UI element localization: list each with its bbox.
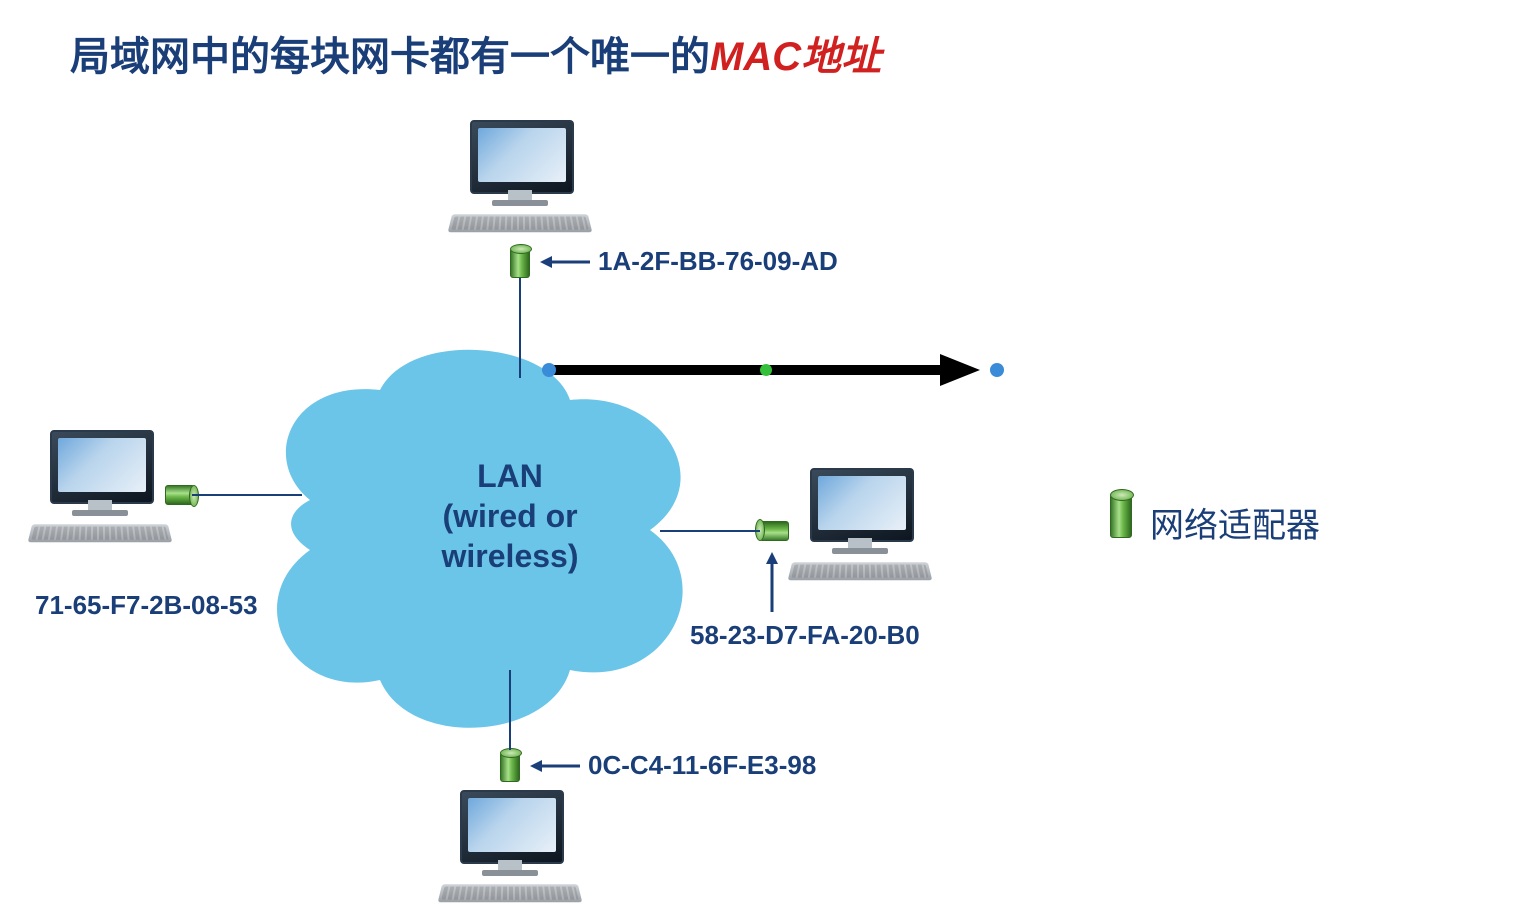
computer-left	[30, 430, 170, 550]
connector-right	[660, 530, 760, 532]
nic-bottom	[500, 752, 520, 782]
arrow-dot-end	[990, 363, 1004, 377]
pointer-top	[540, 252, 590, 272]
connector-top	[519, 278, 521, 378]
legend-nic-icon	[1110, 494, 1132, 538]
nic-left	[165, 485, 195, 505]
mac-bottom: 0C-C4-11-6F-E3-98	[588, 750, 816, 781]
arrow-dot-mid	[760, 364, 772, 376]
arrow-dot-start	[542, 363, 556, 377]
pointer-bottom	[530, 756, 580, 776]
pointer-right	[762, 552, 782, 612]
page-title: 局域网中的每块网卡都有一个唯一的MAC地址	[70, 24, 881, 82]
title-emphasis: MAC地址	[710, 35, 881, 79]
nic-right	[759, 521, 789, 541]
diagram-stage: 局域网中的每块网卡都有一个唯一的MAC地址 LAN (wired or wire…	[0, 0, 1532, 904]
lan-label-line2: (wired or	[390, 496, 630, 536]
title-prefix: 局域网中的每块网卡都有一个唯一的	[70, 35, 710, 79]
legend-label: 网络适配器	[1150, 498, 1320, 547]
lan-label-line3: wireless)	[390, 536, 630, 576]
nic-top	[510, 248, 530, 278]
mac-left: 71-65-F7-2B-08-53	[35, 590, 258, 621]
computer-bottom	[440, 790, 580, 904]
lan-label-line1: LAN	[390, 456, 630, 496]
connector-bottom	[509, 670, 511, 750]
mac-top: 1A-2F-BB-76-09-AD	[598, 246, 838, 277]
lan-label: LAN (wired or wireless)	[390, 456, 630, 576]
mac-right: 58-23-D7-FA-20-B0	[690, 620, 920, 651]
computer-right	[790, 468, 930, 588]
computer-top	[450, 120, 590, 240]
connector-left	[192, 494, 302, 496]
